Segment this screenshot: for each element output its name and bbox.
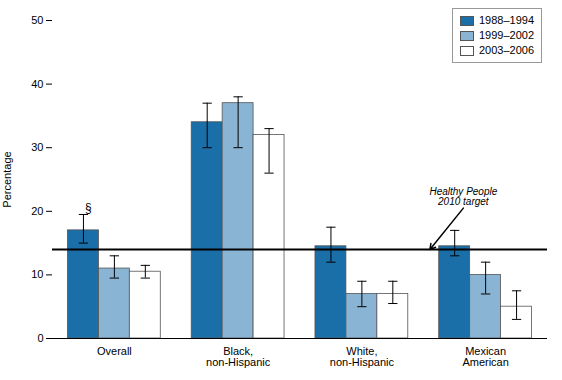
svg-text:Percentage: Percentage bbox=[1, 151, 13, 207]
svg-text:50: 50 bbox=[31, 14, 43, 26]
svg-text:20: 20 bbox=[31, 205, 43, 217]
svg-text:Overall: Overall bbox=[97, 345, 132, 357]
svg-text:Healthy People2010 target: Healthy People2010 target bbox=[429, 186, 497, 207]
svg-text:10: 10 bbox=[31, 268, 43, 280]
html-text:1999–2002: 1999–2002 bbox=[478, 29, 534, 41]
svg-text:White,non-Hispanic: White,non-Hispanic bbox=[330, 345, 395, 368]
svg-text:Black,non-Hispanic: Black,non-Hispanic bbox=[206, 345, 271, 368]
svg-text:30: 30 bbox=[31, 141, 43, 153]
svg-text:0: 0 bbox=[37, 332, 43, 344]
svg-text:40: 40 bbox=[31, 78, 43, 90]
svg-text:MexicanAmerican: MexicanAmerican bbox=[462, 345, 508, 368]
svg-text:§: § bbox=[85, 201, 92, 215]
html-text:2003–2006: 2003–2006 bbox=[478, 44, 534, 56]
html-text:1988–1994: 1988–1994 bbox=[478, 14, 534, 26]
